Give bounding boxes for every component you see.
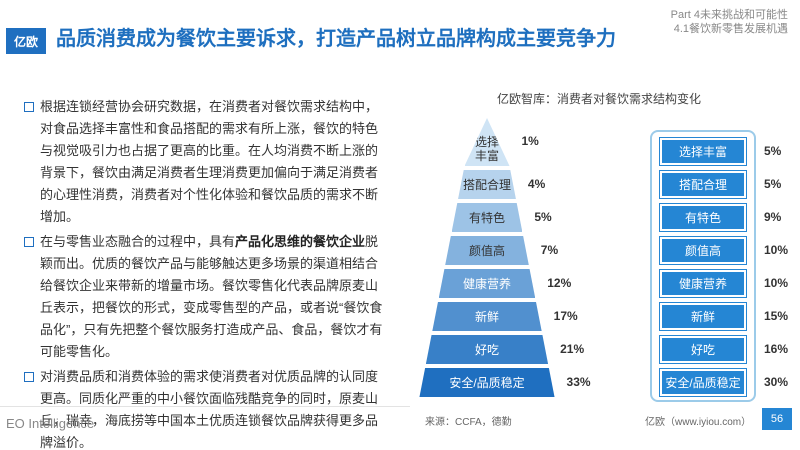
layer-label: 好吃 (474, 343, 499, 357)
block: 选择丰富 (659, 137, 747, 166)
value-label: 9% (764, 209, 782, 224)
block: 好吃 (659, 335, 747, 364)
layer-label: 颜值高 (468, 244, 505, 258)
pyramid-layer: 新鲜 (432, 302, 542, 331)
bullet-list: 根据连锁经营协会研究数据，在消费者对餐饮需求结构中，对食品选择丰富性和食品搭配的… (22, 96, 388, 450)
block-frame (650, 130, 756, 402)
layer-label: 有特色 (468, 211, 505, 225)
block: 有特色 (659, 203, 747, 232)
block-label: 新鲜 (690, 310, 715, 324)
pyramid-layer: 选择丰富 (464, 118, 510, 166)
value-label: 7% (540, 242, 559, 257)
bullet-text: 脱颖而出。优质的餐饮产品与能够触达更多场景的渠道相结合给餐饮企业来带新的增量市场… (40, 234, 383, 359)
pyramid-layer: 好吃 (425, 335, 549, 364)
value-label: 21% (560, 341, 585, 356)
pyramid-layer: 有特色 (451, 203, 523, 232)
block-label: 好吃 (690, 343, 715, 357)
block: 健康营养 (659, 269, 747, 298)
pyramid-layer: 健康营养 (438, 269, 536, 298)
block-label: 选择丰富 (678, 145, 727, 159)
block-label: 搭配合理 (678, 178, 727, 192)
footer-rule (0, 406, 410, 407)
page-number: 56 (762, 408, 792, 430)
layer-label: 安全/品质稳定 (449, 376, 525, 390)
slide-title: 品质消费成为餐饮主要诉求，打造产品树立品牌构成主要竞争力 (56, 28, 616, 50)
block-label: 安全/品质稳定 (665, 376, 741, 390)
block: 安全/品质稳定 (659, 368, 747, 397)
value-label: 10% (764, 275, 789, 290)
bullet-text: 对消费品质和消费体验的需求使消费者对优质品牌的认同度更高。同质化严重的中小餐饮面… (40, 369, 379, 450)
layer-label: 健康营养 (462, 277, 511, 291)
source: 来源：CCFA，德勤 (425, 417, 512, 428)
bullet-text: 根据连锁经营协会研究数据，在消费者对餐饮需求结构中，对食品选择丰富性和食品搭配的… (40, 99, 379, 224)
value-label: 30% (764, 374, 789, 389)
layer-label: 新鲜 (474, 310, 499, 324)
block: 颜值高 (659, 236, 747, 265)
block-label: 健康营养 (678, 277, 727, 291)
value-label: 16% (764, 341, 789, 356)
site: 亿欧（www.iyiou.com） (645, 417, 752, 428)
part-label: Part 4未来挑战和可能性 (670, 9, 788, 21)
value-label: 33% (566, 374, 591, 389)
layer-label: 搭配合理 (462, 178, 511, 192)
block: 新鲜 (659, 302, 747, 331)
bold-text: 产品化思维的餐饮企业 (235, 234, 366, 249)
value-label: 5% (534, 209, 552, 224)
layer-label: 选择丰富 (474, 135, 499, 163)
chart-title: 亿欧智库：消费者对餐饮需求结构变化 (497, 92, 702, 106)
pyramid-layer: 安全/品质稳定 (419, 368, 555, 397)
bullet: 对消费品质和消费体验的需求使消费者对优质品牌的认同度更高。同质化严重的中小餐饮面… (22, 366, 388, 450)
bullet: 在与零售业态融合的过程中，具有产品化思维的餐饮企业脱颖而出。优质的餐饮产品与能够… (22, 231, 388, 363)
bullet-text: 在与零售业态融合的过程中，具有 (40, 234, 236, 249)
value-label: 1% (521, 134, 539, 148)
value-label: 5% (764, 176, 782, 191)
value-label: 10% (764, 242, 789, 257)
value-label: 17% (553, 308, 578, 323)
brand: EO Intelligence (6, 416, 95, 431)
value-label: 12% (547, 275, 572, 290)
value-label: 5% (764, 143, 782, 158)
value-label: 4% (527, 176, 546, 191)
pyramid-layer: 颜值高 (445, 236, 529, 265)
block-label: 颜值高 (684, 244, 721, 258)
logo: 亿欧 (6, 28, 46, 54)
pyramid-layer: 搭配合理 (458, 170, 516, 199)
section-label: 4.1餐饮新零售发展机遇 (673, 23, 788, 35)
block-label: 有特色 (684, 211, 721, 225)
block: 搭配合理 (659, 170, 747, 199)
value-label: 15% (764, 308, 789, 323)
bullet: 根据连锁经营协会研究数据，在消费者对餐饮需求结构中，对食品选择丰富性和食品搭配的… (22, 96, 388, 228)
